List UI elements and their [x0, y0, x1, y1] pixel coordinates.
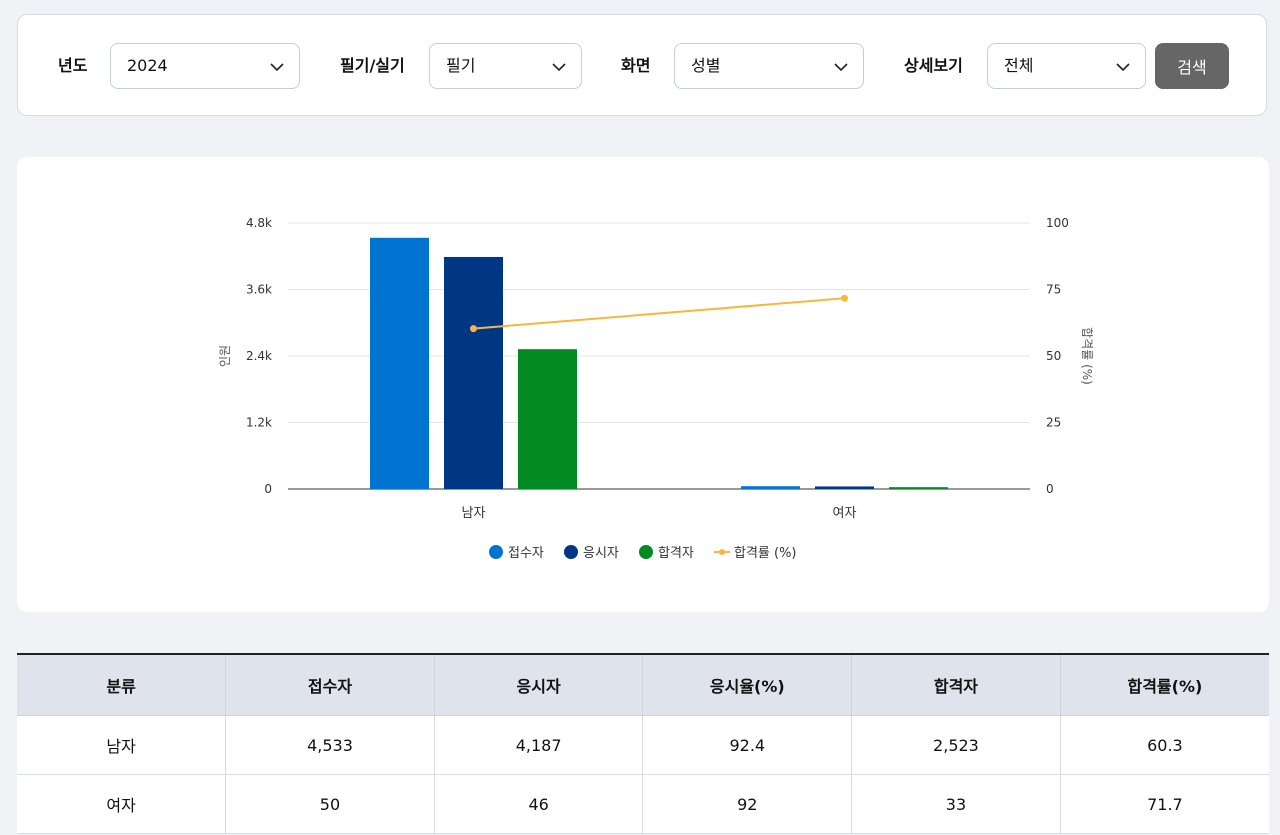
detail-select-value: 전체: [1004, 56, 1034, 75]
exam-type-label: 필기/실기: [340, 56, 405, 75]
bar-접수자: [370, 237, 429, 489]
y-tick-label: 0: [264, 482, 272, 496]
legend-swatch-icon: [489, 545, 503, 559]
y-tick-label: 2.4k: [246, 349, 272, 363]
bar-접수자: [741, 486, 800, 489]
legend-swatch-icon: [564, 545, 578, 559]
y2-tick-label: 0: [1046, 482, 1054, 496]
legend-swatch-icon: [639, 545, 653, 559]
year-label: 년도: [58, 56, 88, 75]
table-header-row: 분류 접수자 응시자 응시율(%) 합격자 합격률(%): [17, 653, 1269, 716]
y-tick-label: 1.2k: [246, 416, 272, 430]
header-category: 분류: [17, 653, 227, 716]
detail-select[interactable]: 전체: [987, 43, 1146, 89]
bar-합격자: [518, 349, 577, 489]
legend-label: 합격자: [658, 546, 694, 561]
header-applicants: 접수자: [225, 653, 435, 716]
exam-type-select-value: 필기: [446, 56, 476, 75]
chevron-down-icon: [270, 63, 284, 72]
screen-select[interactable]: 성별: [674, 43, 864, 89]
bar-응시자: [815, 486, 874, 489]
y2-axis-title: 합격률 (%): [1080, 327, 1094, 385]
search-button[interactable]: 검색: [1155, 43, 1229, 89]
y-tick-label: 3.6k: [246, 283, 272, 297]
table-cell: 4,533: [225, 715, 435, 775]
detail-label: 상세보기: [904, 56, 963, 75]
bar-응시자: [444, 256, 503, 489]
line-point: [841, 294, 848, 302]
filter-panel: 년도 2024 필기/실기 필기 화면 성별 상세보기 전체 검색: [17, 14, 1267, 116]
chevron-down-icon: [1116, 63, 1130, 72]
table-cell: 46: [434, 774, 644, 834]
stats-table: 분류 접수자 응시자 응시율(%) 합격자 합격률(%) 남자 4,533 4,…: [17, 653, 1269, 834]
y2-tick-label: 75: [1046, 283, 1061, 297]
y-axis-title: 인원: [218, 345, 232, 367]
chevron-down-icon: [552, 63, 566, 72]
table-row: 남자 4,533 4,187 92.4 2,523 60.3: [17, 715, 1269, 775]
y2-tick-label: 50: [1046, 349, 1061, 363]
table-row: 여자 50 46 92 33 71.7: [17, 774, 1269, 834]
header-examinees: 응시자: [434, 653, 644, 716]
legend-label: 접수자: [508, 546, 544, 561]
table-cell: 4,187: [434, 715, 644, 775]
table-cell: 여자: [17, 774, 227, 834]
table-cell: 92: [642, 774, 853, 834]
table-cell: 71.7: [1060, 774, 1269, 834]
line-point: [470, 325, 477, 333]
bar-합격자: [889, 487, 948, 489]
exam-type-select[interactable]: 필기: [429, 43, 582, 89]
table-cell: 92.4: [642, 715, 853, 775]
header-passers: 합격자: [851, 653, 1061, 716]
screen-label: 화면: [621, 56, 651, 75]
legend-marker-icon: [719, 549, 725, 555]
table-cell: 60.3: [1060, 715, 1269, 775]
x-tick-label: 여자: [833, 506, 857, 521]
table-cell: 33: [851, 774, 1061, 834]
legend-label: 응시자: [583, 546, 619, 561]
chevron-down-icon: [834, 63, 848, 72]
year-select-value: 2024: [127, 56, 168, 75]
line-합격률 (%): [473, 297, 845, 330]
table-cell: 2,523: [851, 715, 1061, 775]
table-cell: 50: [225, 774, 435, 834]
header-exam-rate: 응시율(%): [642, 653, 853, 716]
y2-tick-label: 100: [1046, 216, 1069, 230]
screen-select-value: 성별: [691, 56, 721, 75]
legend-label: 합격률 (%): [734, 546, 797, 561]
year-select[interactable]: 2024: [110, 43, 300, 89]
header-pass-rate: 합격률(%): [1060, 653, 1269, 716]
table-cell: 남자: [17, 715, 227, 775]
y-tick-label: 4.8k: [246, 216, 272, 230]
y2-tick-label: 25: [1046, 416, 1061, 430]
x-tick-label: 남자: [462, 506, 486, 521]
chart-panel: 0 0 1.2k 25 2.4k 50 3.6k 75 4.8k 100 인원 합격률 (%) 남자 여자…: [17, 157, 1269, 612]
